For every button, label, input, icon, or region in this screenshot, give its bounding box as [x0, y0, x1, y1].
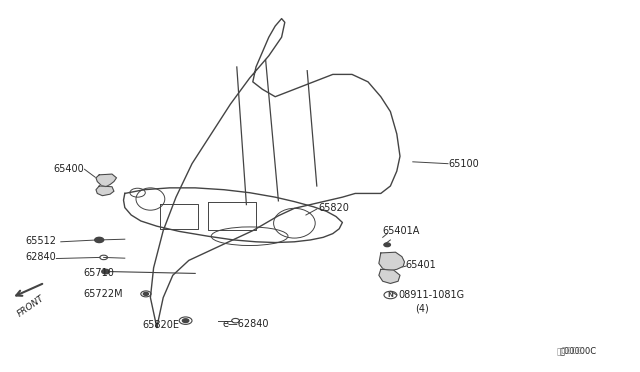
Text: 攀000C: 攀000C	[557, 346, 584, 355]
Text: 65401A: 65401A	[383, 227, 420, 236]
Text: 65401: 65401	[405, 260, 436, 270]
Circle shape	[143, 292, 148, 295]
Text: 65100: 65100	[448, 159, 479, 169]
Text: N: N	[387, 292, 394, 298]
Text: 62840: 62840	[26, 253, 56, 262]
Text: 65722M: 65722M	[83, 289, 123, 299]
Circle shape	[102, 269, 109, 274]
Polygon shape	[379, 252, 404, 271]
Text: e—62840: e—62840	[223, 319, 269, 328]
Polygon shape	[96, 186, 114, 196]
Text: 08911-1081G: 08911-1081G	[398, 290, 464, 300]
Circle shape	[384, 243, 390, 247]
Text: 65820E: 65820E	[142, 321, 179, 330]
Polygon shape	[379, 269, 400, 283]
Text: 65710: 65710	[83, 269, 114, 278]
Text: 65512: 65512	[26, 236, 56, 246]
Text: 攅00000C: 攅00000C	[560, 346, 597, 355]
Text: 65820: 65820	[318, 203, 349, 212]
Text: 65400: 65400	[54, 164, 84, 174]
Text: (4): (4)	[415, 303, 428, 313]
Polygon shape	[96, 174, 116, 187]
Text: FRONT: FRONT	[15, 293, 46, 318]
Circle shape	[95, 237, 104, 243]
Circle shape	[182, 319, 189, 323]
